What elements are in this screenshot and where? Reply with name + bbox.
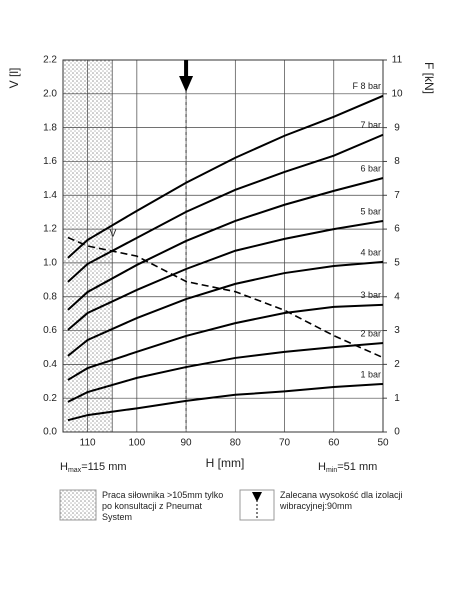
annotation: Hmin=51 mm bbox=[318, 461, 377, 474]
annotation-symbol: H bbox=[60, 461, 68, 473]
series-line bbox=[67, 382, 384, 422]
y-axis-label: V [l] bbox=[7, 68, 21, 89]
y2-tick-label: 5 bbox=[394, 258, 400, 269]
annotation: Hmax=115 mm bbox=[60, 461, 127, 474]
y2-tick-label: 0 bbox=[394, 427, 400, 438]
y-tick-label: 1.0 bbox=[43, 258, 57, 269]
legend-text: Zalecana wysokość dla izolacji wibracyjn… bbox=[280, 490, 403, 511]
y-tick-label: 1.2 bbox=[43, 224, 57, 235]
series-label: F 8 bar bbox=[352, 81, 381, 91]
x-tick-label: 90 bbox=[181, 438, 193, 449]
y-tick-label: 1.4 bbox=[43, 190, 57, 201]
series-label: 1 bar bbox=[360, 369, 381, 379]
y2-tick-label: 9 bbox=[394, 122, 400, 133]
y-tick-label: 2.2 bbox=[43, 55, 57, 66]
x-tick-label: 60 bbox=[328, 438, 340, 449]
plot-frame bbox=[62, 59, 384, 433]
y-tick-label: 0.0 bbox=[43, 427, 57, 438]
annotation-symbol: H bbox=[318, 461, 326, 473]
y-tick-label: 0.4 bbox=[43, 359, 57, 370]
series-label: 6 bar bbox=[360, 163, 381, 173]
series-label: 5 bar bbox=[360, 206, 381, 216]
series-line bbox=[67, 94, 384, 259]
y2-tick-label: 7 bbox=[394, 190, 400, 201]
legend-marker-arrow bbox=[252, 492, 262, 502]
x-tick-label: 110 bbox=[80, 438, 96, 449]
x-tick-label: 100 bbox=[129, 438, 146, 449]
series-label: 3 bar bbox=[360, 290, 381, 300]
y2-tick-label: 11 bbox=[392, 55, 403, 66]
series-label: 2 bar bbox=[360, 328, 381, 338]
series-label: V bbox=[110, 229, 117, 240]
x-tick-label: 70 bbox=[279, 438, 291, 449]
y2-tick-label: 8 bbox=[394, 156, 400, 167]
series-line bbox=[67, 133, 384, 283]
y2-axis-label: F [kN] bbox=[422, 62, 436, 94]
annotation-text: =51 mm bbox=[337, 461, 377, 473]
series-line bbox=[67, 236, 384, 359]
legend-swatch-shaded bbox=[59, 489, 97, 521]
y-tick-label: 1.8 bbox=[43, 122, 57, 133]
series-line bbox=[67, 219, 384, 331]
x-tick-label: 80 bbox=[230, 438, 242, 449]
y2-tick-label: 10 bbox=[391, 88, 403, 99]
series-line bbox=[67, 303, 384, 381]
series-line bbox=[67, 260, 384, 357]
marker-arrow-head bbox=[179, 76, 194, 92]
y2-tick-label: 4 bbox=[394, 291, 400, 302]
y-tick-label: 1.6 bbox=[43, 156, 57, 167]
y-tick-label: 0.8 bbox=[43, 291, 57, 302]
series-label: 4 bar bbox=[360, 247, 381, 257]
y-tick-label: 0.6 bbox=[43, 325, 57, 336]
x-tick-label: 50 bbox=[377, 438, 389, 449]
y-tick-label: 2.0 bbox=[43, 88, 57, 99]
series-line bbox=[67, 177, 384, 311]
y2-tick-label: 2 bbox=[394, 359, 400, 370]
annotation-sub: min bbox=[326, 467, 337, 474]
annotation-text: =115 mm bbox=[81, 461, 126, 473]
y2-tick-label: 3 bbox=[394, 325, 400, 336]
legend-text: Praca siłownika >105mm tylko po konsulta… bbox=[102, 490, 224, 522]
marker-arrow-shaft bbox=[184, 60, 189, 78]
y2-tick-label: 1 bbox=[394, 393, 400, 404]
y-tick-label: 0.2 bbox=[43, 393, 57, 404]
annotation-sub: max bbox=[68, 467, 82, 474]
series-line bbox=[67, 342, 384, 403]
series-label: 7 bar bbox=[360, 120, 381, 130]
y2-tick-label: 6 bbox=[394, 224, 400, 235]
x-axis-label: H [mm] bbox=[206, 456, 245, 470]
